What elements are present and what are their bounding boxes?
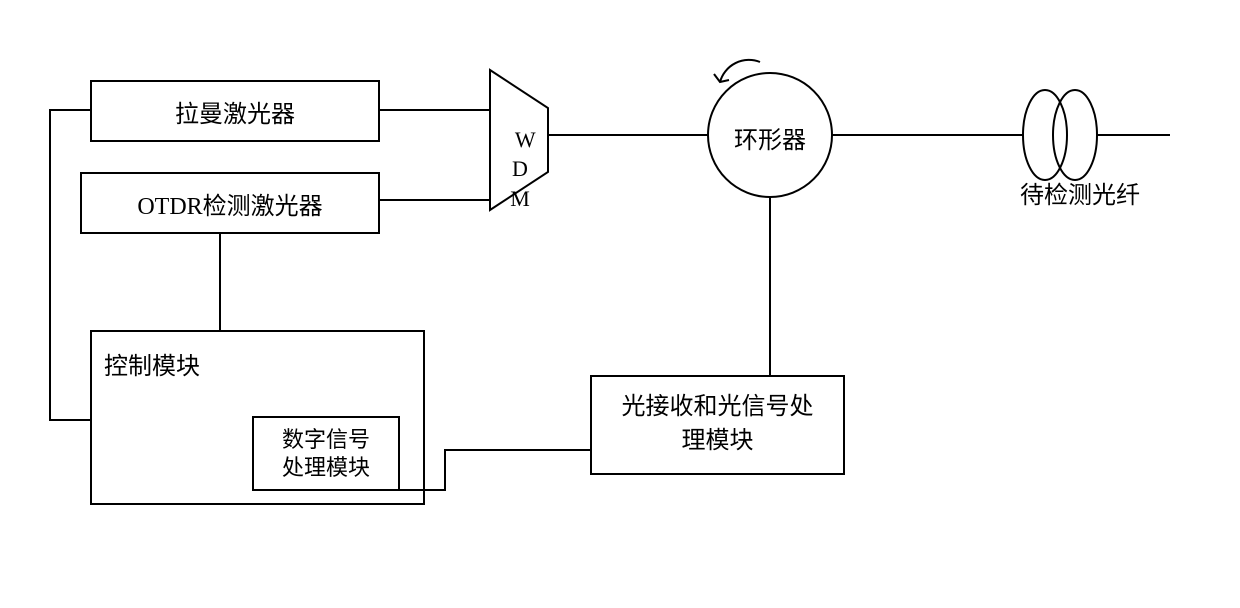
circulator-label-box: 环形器 bbox=[710, 120, 830, 155]
node-otdr: OTDR检测激光器 bbox=[80, 172, 380, 234]
dsp-label: 数字信号 处理模块 bbox=[282, 426, 370, 481]
control-label: 控制模块 bbox=[104, 346, 200, 381]
wdm-label-box: W D M bbox=[500, 95, 540, 214]
edge-recv-dsp bbox=[400, 450, 590, 490]
edge-control-raman bbox=[50, 110, 90, 420]
fiber-label-box: 待检测光纤 bbox=[1000, 175, 1160, 210]
wdm-label: W D M bbox=[510, 127, 535, 211]
node-raman: 拉曼激光器 bbox=[90, 80, 380, 142]
fiber-coil-1 bbox=[1023, 90, 1067, 180]
circulator-label: 环形器 bbox=[734, 128, 806, 154]
receiver-label: 光接收和光信号处 理模块 bbox=[622, 391, 814, 458]
fiber-coil-2 bbox=[1053, 90, 1097, 180]
raman-label: 拉曼激光器 bbox=[175, 94, 295, 129]
node-dsp: 数字信号 处理模块 bbox=[252, 416, 400, 491]
node-receiver: 光接收和光信号处 理模块 bbox=[590, 375, 845, 475]
circulator-arrow bbox=[720, 60, 760, 82]
fiber-label: 待检测光纤 bbox=[1020, 183, 1140, 209]
circulator-arrow-head bbox=[714, 74, 729, 82]
otdr-label: OTDR检测激光器 bbox=[137, 186, 322, 221]
